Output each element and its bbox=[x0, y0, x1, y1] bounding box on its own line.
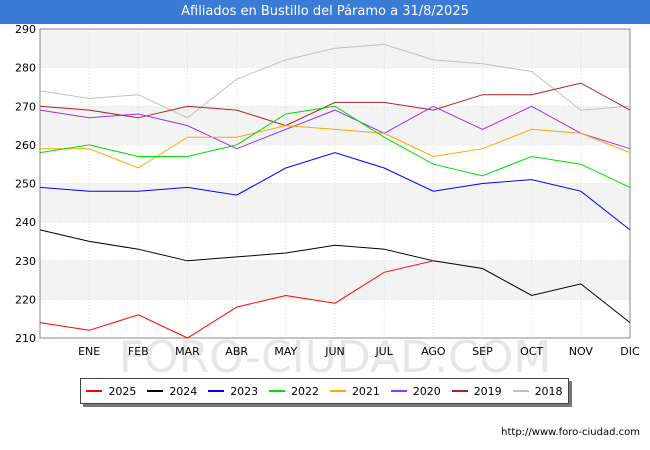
y-tick-label: 230 bbox=[15, 255, 36, 268]
legend-label: 2024 bbox=[169, 384, 198, 398]
legend-swatch bbox=[208, 390, 225, 392]
y-tick-label: 220 bbox=[15, 293, 36, 306]
legend-swatch bbox=[390, 390, 407, 392]
x-tick-label: DIC bbox=[620, 345, 640, 358]
x-tick-label: MAR bbox=[175, 345, 200, 358]
background-band bbox=[40, 183, 630, 223]
watermark: FORO-CIUDAD.COM bbox=[119, 332, 552, 383]
series-line-2025 bbox=[39, 260, 434, 339]
series-line-2021 bbox=[40, 125, 631, 169]
y-tick-label: 270 bbox=[15, 100, 36, 113]
series-line-2023 bbox=[39, 152, 631, 231]
series-lines bbox=[39, 43, 631, 339]
plot-frame bbox=[39, 28, 631, 339]
x-tick-label: ENE bbox=[78, 345, 100, 358]
legend-swatch bbox=[269, 390, 286, 392]
y-tick-label: 280 bbox=[15, 62, 36, 75]
legend-swatch bbox=[86, 390, 103, 392]
legend-swatch bbox=[451, 390, 468, 392]
y-tick-label: 290 bbox=[15, 23, 36, 36]
legend-item-2021: 2021 bbox=[329, 384, 380, 398]
axes bbox=[39, 28, 631, 339]
legend-label: 2020 bbox=[412, 384, 441, 398]
legend-item-2018: 2018 bbox=[512, 384, 563, 398]
legend-label: 2022 bbox=[291, 384, 320, 398]
source-url: http://www.foro-ciudad.com bbox=[501, 427, 640, 438]
x-tick-label: ABR bbox=[225, 345, 248, 358]
legend-item-2025: 2025 bbox=[86, 385, 136, 398]
x-tick-label: AGO bbox=[421, 345, 446, 358]
series-line-2020 bbox=[39, 105, 631, 150]
x-tick-label: FEB bbox=[128, 345, 149, 358]
legend-item-2019: 2019 bbox=[451, 384, 502, 398]
x-tick-label: JUN bbox=[324, 345, 345, 358]
y-tick-label: 250 bbox=[15, 178, 36, 191]
legend-item-2020: 2020 bbox=[390, 384, 441, 398]
x-tick-label: MAY bbox=[274, 345, 297, 358]
legend-swatch bbox=[329, 390, 346, 392]
series-line-2019 bbox=[39, 82, 631, 127]
series-line-2022 bbox=[39, 105, 631, 188]
legend-item-2024: 2024 bbox=[147, 385, 197, 398]
y-tick-label: 260 bbox=[15, 139, 36, 152]
x-tick-label: NOV bbox=[569, 345, 594, 358]
legend-label: 2018 bbox=[534, 384, 563, 398]
x-tick-label: OCT bbox=[520, 345, 543, 358]
y-tick-label: 210 bbox=[15, 332, 36, 345]
legend: 2025 2024 2023 2022 2021 2020 2019 2018 bbox=[80, 378, 569, 404]
x-tick-label: SEP bbox=[472, 345, 493, 358]
tick-labels: 210 220 230 240 250 260 270 280 290 ENE FEB MAR ABR M… bbox=[15, 23, 640, 358]
legend-item-2022: 2022 bbox=[269, 385, 319, 398]
legend-label: 2019 bbox=[473, 384, 502, 398]
background-band bbox=[40, 260, 630, 300]
series-line-2018 bbox=[39, 43, 631, 119]
legend-item-2023: 2023 bbox=[208, 385, 258, 398]
series-line-2024 bbox=[39, 229, 631, 323]
y-tick-label: 240 bbox=[15, 216, 36, 229]
chart-title: Afiliados en Bustillo del Páramo a 31/8/… bbox=[0, 0, 650, 24]
legend-label: 2023 bbox=[230, 384, 259, 398]
legend-label: 2021 bbox=[351, 384, 380, 398]
legend-swatch bbox=[147, 390, 164, 392]
legend-swatch bbox=[512, 390, 529, 392]
x-tick-label: JUL bbox=[374, 345, 393, 358]
legend-label: 2025 bbox=[108, 384, 137, 398]
